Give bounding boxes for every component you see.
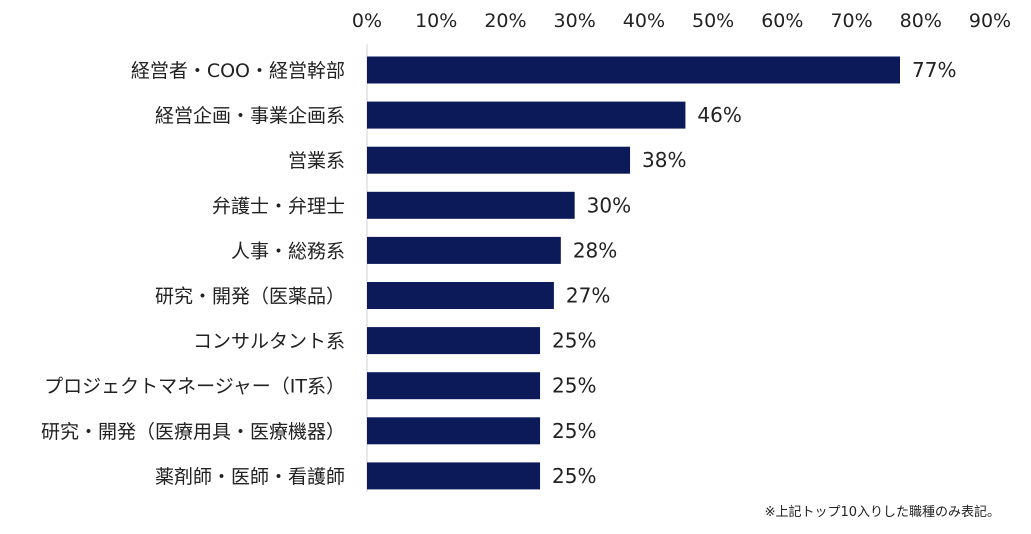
category-label: 弁護士・弁理士 [212, 195, 345, 217]
category-label: 人事・総務系 [231, 240, 345, 262]
value-label: 30% [587, 193, 631, 217]
x-tick-label: 20% [484, 10, 526, 32]
bar [367, 56, 901, 84]
category-labels: 経営者・COO・経営幹部経営企画・事業企画系営業系弁護士・弁理士人事・総務系研究… [41, 60, 345, 488]
value-label: 46% [697, 103, 741, 127]
bar [367, 191, 575, 219]
value-label: 38% [642, 148, 686, 172]
value-label: 25% [552, 464, 596, 488]
bar [367, 372, 541, 400]
category-label: プロジェクトマネージャー（IT系） [44, 376, 345, 398]
value-label: 77% [912, 58, 956, 82]
value-label: 25% [552, 374, 596, 398]
category-label: 経営企画・事業企画系 [155, 105, 345, 127]
x-tick-label: 0% [352, 10, 382, 32]
value-label: 28% [573, 238, 617, 262]
bar [367, 327, 541, 355]
value-labels: 77% 46% 38% 30% 28% 27% 25% 25% 25% 25% [552, 58, 956, 488]
x-tick-label: 30% [554, 10, 596, 32]
bar [367, 417, 541, 445]
x-tick-label: 70% [830, 10, 872, 32]
category-label: コンサルタント系 [193, 331, 345, 353]
value-label: 27% [566, 284, 610, 308]
value-label: 25% [552, 419, 596, 443]
bar [367, 282, 554, 309]
x-tick-label: 80% [900, 10, 942, 32]
x-tick-label: 50% [692, 10, 734, 32]
x-tick-label: 90% [969, 10, 1011, 32]
category-label: 研究・開発（医療用具・医療機器） [41, 421, 345, 443]
category-label: 営業系 [288, 150, 345, 172]
category-label: 経営者・COO・経営幹部 [131, 60, 345, 82]
category-label: 研究・開発（医薬品） [155, 286, 345, 308]
x-tick-label: 60% [761, 10, 803, 32]
footnote: ※上記トップ10入りした職種のみ表記。 [765, 504, 1000, 520]
x-tick-label: 40% [623, 10, 665, 32]
bar [367, 236, 561, 264]
bar [367, 101, 686, 129]
bar [367, 146, 631, 174]
bars [367, 56, 901, 490]
bar [367, 462, 541, 490]
x-tick-label: 10% [415, 10, 457, 32]
category-label: 薬剤師・医師・看護師 [155, 466, 345, 488]
value-label: 25% [552, 329, 596, 353]
x-axis-ticks: 0% 10% 20% 30% 40% 50% 60% 70% 80% 90% [352, 10, 1011, 32]
